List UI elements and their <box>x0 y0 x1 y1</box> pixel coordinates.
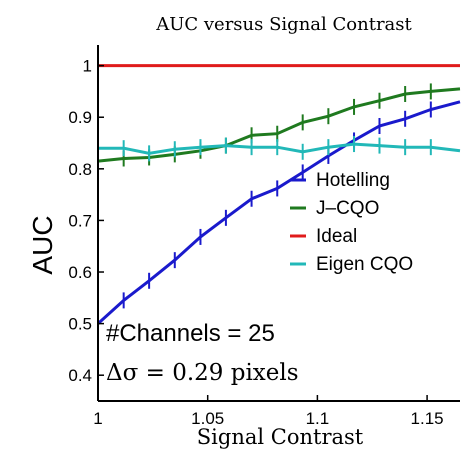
channels-annotation: #Channels = 25 <box>106 320 275 347</box>
series-line-hotelling <box>96 100 461 325</box>
y-axis-label: AUC <box>27 215 58 274</box>
x-tick-label: 1.1 <box>306 409 330 428</box>
y-tick-label: 0.4 <box>68 366 92 385</box>
y-tick-label: 0.6 <box>68 263 92 282</box>
legend-label: Eigen CQO <box>316 254 413 275</box>
legend-label: Hotelling <box>316 170 390 191</box>
sigma-annotation: Δσ = 0.29 pixels <box>106 360 299 386</box>
x-axis-label: Signal Contrast <box>197 425 364 449</box>
plot-area: 0.4 0.5 0.6 0.7 0.8 0.9 1 1 1.05 1.1 1.15 <box>68 45 461 428</box>
y-tick-label: 0.5 <box>68 315 92 334</box>
chart-title: AUC versus Signal Contrast <box>155 14 412 35</box>
x-tick-label: 1.05 <box>191 409 224 428</box>
legend-label: J–CQO <box>316 198 379 219</box>
x-tick-label: 1 <box>93 409 102 428</box>
y-tick-label: 0.7 <box>68 211 92 230</box>
y-tick-label: 0.9 <box>68 108 92 127</box>
x-tick-label: 1.15 <box>411 409 444 428</box>
legend-label: Ideal <box>316 226 357 247</box>
y-tick-label: 0.8 <box>68 160 92 179</box>
y-tick-label: 1 <box>83 57 92 76</box>
legend: Hotelling J–CQO Ideal Eigen CQO <box>290 170 413 275</box>
